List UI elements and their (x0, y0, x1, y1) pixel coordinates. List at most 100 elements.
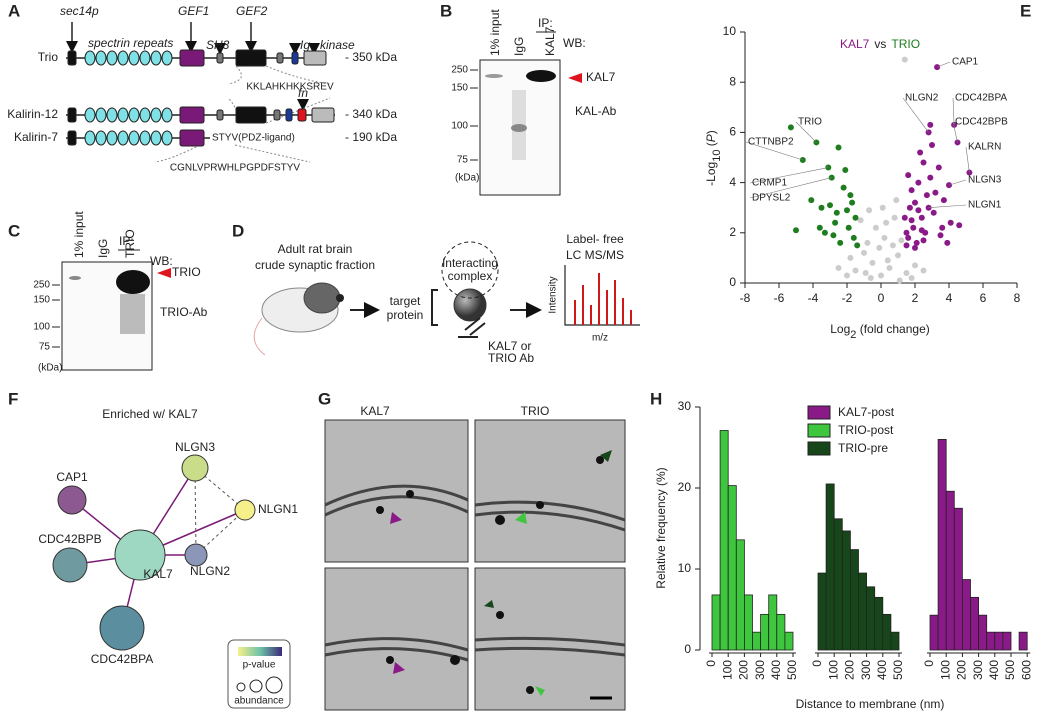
x-tick-label: 100 (938, 660, 952, 680)
data-point (908, 274, 915, 281)
domain (150, 130, 162, 146)
data-point (906, 204, 913, 211)
ip-label: IP: (538, 16, 553, 30)
schematic-label: protein (387, 308, 424, 322)
lane-label: KAL7 (543, 26, 557, 56)
schematic-label: KAL7 or (488, 339, 531, 353)
node-label: CAP1 (56, 470, 88, 484)
data-point (917, 149, 924, 156)
data-point (850, 234, 857, 241)
data-point (840, 184, 847, 191)
annotation-leader (948, 179, 967, 186)
data-point (852, 267, 859, 274)
histogram-bar (768, 594, 778, 651)
network-node (181, 454, 209, 482)
x-tick-label: 500 (1003, 660, 1017, 680)
lane-label: IgG (512, 37, 526, 56)
marker-label: 75 (457, 155, 469, 166)
panel-letter: C (8, 221, 20, 240)
domain (276, 52, 284, 64)
marker-label: 100 (33, 322, 50, 333)
schematic-label: Adult rat brain (278, 242, 353, 256)
data-point (862, 269, 869, 276)
domain (303, 50, 327, 66)
unit-label: (kDa) (455, 173, 479, 184)
title-part: KAL7 (840, 37, 870, 51)
x-tick-label: -2 (842, 291, 853, 305)
domain-label: GEF1 (178, 4, 209, 18)
domain (84, 130, 96, 146)
data-point (903, 242, 910, 249)
data-point (905, 172, 912, 179)
label-part: (fold change) (856, 322, 929, 336)
domain (161, 130, 173, 146)
annotation: NLGN2 (905, 93, 939, 104)
data-point (901, 56, 908, 63)
data-point (884, 257, 891, 264)
domain (117, 50, 129, 66)
x-tick-label: 600 (1019, 660, 1033, 680)
panel-letter: E (1020, 1, 1031, 20)
domain (117, 107, 129, 123)
annotation: KALRN (968, 142, 1001, 153)
panel-letter: F (8, 389, 18, 408)
x-tick-label: 0 (878, 291, 885, 305)
domain (291, 51, 299, 65)
data-point (818, 204, 825, 211)
annotation: CRMP1 (752, 178, 787, 189)
x-tick-label: -4 (808, 291, 819, 305)
data-point (854, 242, 861, 249)
y-tick-label: 10 (678, 561, 692, 575)
label-part: Log (830, 322, 850, 336)
data-point (821, 229, 828, 236)
protein-name: Kalirin-12 (7, 107, 58, 121)
data-point (908, 187, 915, 194)
schematic-label: TRIO Ab (488, 351, 534, 365)
domain (95, 130, 107, 146)
data-point (893, 197, 900, 204)
histogram-bar (874, 596, 884, 651)
legend-label: KAL7-post (838, 405, 895, 419)
histogram-bar (994, 631, 1004, 651)
y-tick-label: 0 (684, 642, 691, 656)
network-node (114, 529, 166, 581)
node-label: NLGN2 (190, 564, 230, 578)
data-point (930, 209, 937, 216)
label-part: ( (704, 142, 718, 149)
x-tick-label: 300 (859, 660, 873, 680)
histogram-bar (752, 631, 762, 651)
domain (139, 107, 151, 123)
marker-label: 150 (33, 295, 50, 306)
x-tick-label: 8 (1014, 291, 1021, 305)
domain (139, 50, 151, 66)
data-point (920, 267, 927, 274)
panel-letter: G (318, 389, 331, 408)
data-point (787, 124, 794, 131)
schematic-label: crude synaptic fraction (255, 258, 375, 272)
wb-label: WB: (563, 36, 586, 50)
x-tick-label: -6 (774, 291, 785, 305)
unit-label: (kDa) (38, 363, 62, 374)
domain (161, 107, 173, 123)
ip-label: IP: (119, 234, 134, 248)
data-point (866, 207, 873, 214)
data-point (835, 264, 842, 271)
histogram-bar (841, 530, 851, 651)
network-node (52, 547, 88, 583)
x-tick-label: 4 (946, 291, 953, 305)
y-axis-label: -Log10 (P) (704, 130, 723, 186)
domain (106, 107, 118, 123)
histogram-bar (719, 430, 729, 651)
data-point (918, 227, 925, 234)
domain (216, 109, 224, 121)
protein-name: Kalirin-7 (14, 130, 58, 144)
data-point (932, 189, 939, 196)
antibody-label: KAL-Ab (575, 104, 617, 118)
domain-label: SH3 (206, 38, 230, 52)
node-label: CDC42BPB (38, 532, 101, 546)
protein-size: - 350 kDa (345, 50, 397, 64)
annotation-leader (936, 61, 951, 68)
data-point (920, 159, 927, 166)
node-label: CDC42BPA (91, 652, 153, 666)
data-point (935, 164, 942, 171)
